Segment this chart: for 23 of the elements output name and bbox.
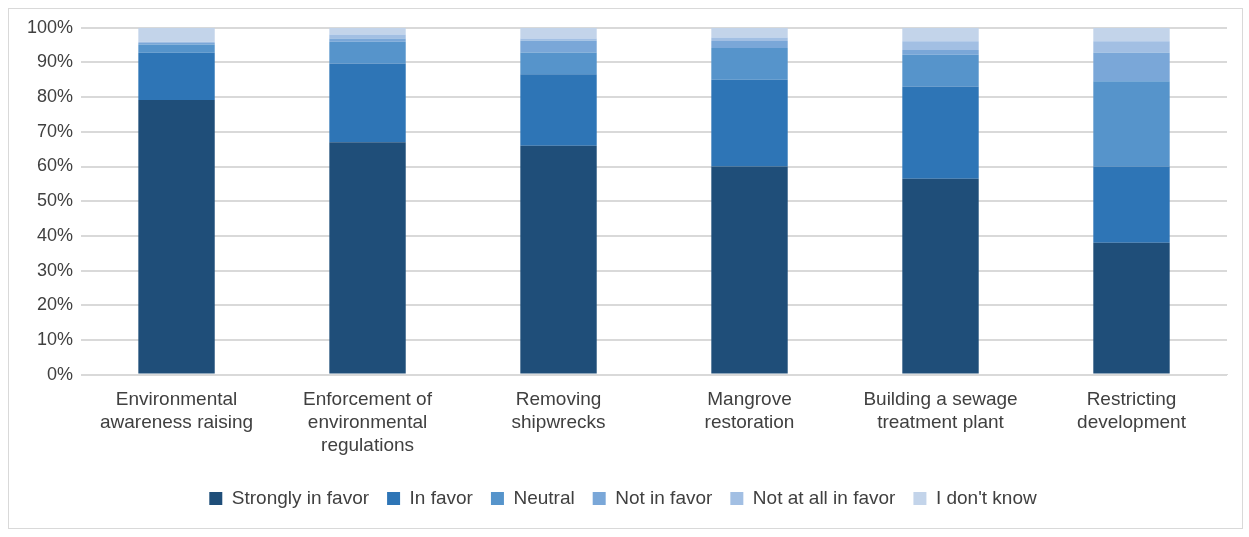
y-tick-label: 90% — [37, 51, 74, 72]
y-tick-label: 70% — [37, 120, 74, 141]
x-tick-label: Mangrove restoration — [704, 388, 795, 433]
y-tick-label: 80% — [37, 86, 74, 107]
legend-label: In favor — [409, 486, 474, 508]
y-tick-label: 40% — [37, 224, 74, 245]
x-tick-label: Building a sewage treatment plant — [863, 388, 1018, 433]
x-tick-label: Enforcement of environmental regulations — [303, 388, 433, 455]
x-tick-label: Environmental awareness raising — [99, 388, 254, 433]
x-tick-label: Restricting development — [1077, 388, 1187, 433]
y-tick-label: 20% — [37, 294, 74, 315]
x-tick-label: Removing shipwrecks — [511, 388, 606, 433]
y-tick-label: 100% — [26, 16, 74, 37]
y-tick-label: 0% — [47, 363, 74, 384]
y-tick-label: 10% — [37, 328, 74, 349]
legend-label: Not in favor — [615, 486, 714, 508]
legend-label: I don't know — [935, 486, 1037, 508]
y-tick-label: 30% — [37, 259, 74, 280]
legend-label: Strongly in favor — [231, 486, 370, 508]
legend-label: Not at all in favor — [752, 486, 897, 508]
y-tick-label: 50% — [37, 190, 74, 211]
legend-label: Neutral — [513, 486, 575, 508]
y-tick-label: 60% — [37, 155, 74, 176]
